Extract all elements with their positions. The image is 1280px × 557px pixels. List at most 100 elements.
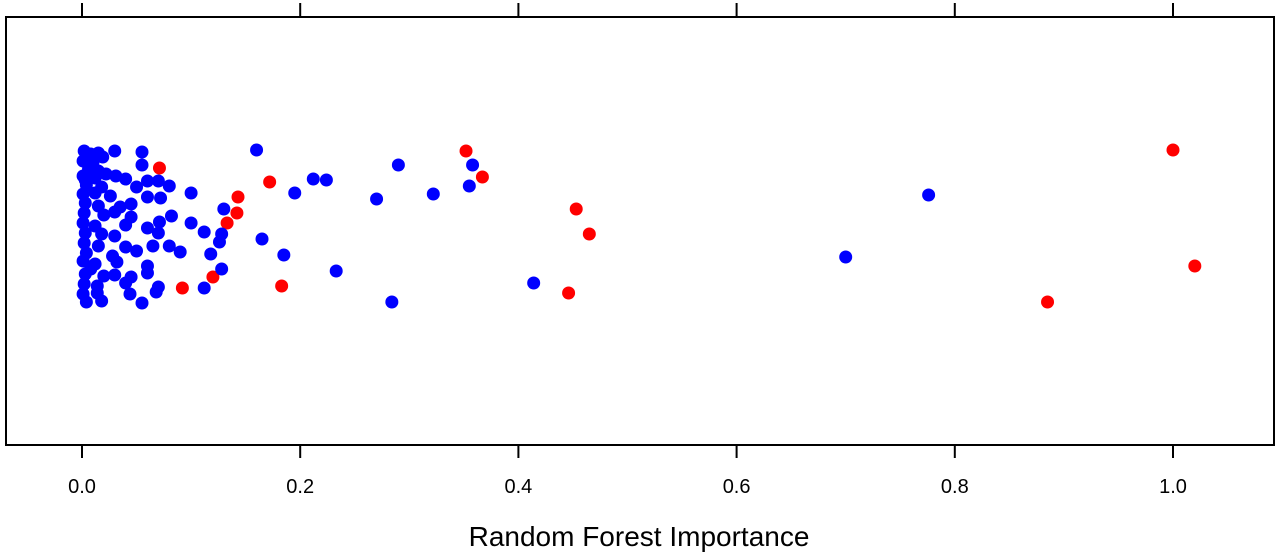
data-point <box>99 167 113 181</box>
data-point <box>462 179 476 193</box>
data-point <box>95 227 109 241</box>
x-tick-label: 0.6 <box>723 476 751 498</box>
data-point <box>130 180 144 194</box>
data-point <box>77 236 91 250</box>
data-point <box>215 262 229 276</box>
data-point <box>220 216 234 230</box>
data-point <box>426 187 440 201</box>
data-point <box>123 287 137 301</box>
data-point <box>184 186 198 200</box>
data-point <box>140 266 154 280</box>
data-point <box>459 144 473 158</box>
data-point <box>527 276 541 290</box>
data-point <box>475 170 489 184</box>
data-point <box>97 208 111 222</box>
data-point <box>119 276 133 290</box>
data-point <box>110 255 124 269</box>
data-point <box>151 174 165 188</box>
data-point <box>140 221 154 235</box>
top-axis-ticks <box>81 3 1174 17</box>
data-points <box>76 143 1202 310</box>
data-point <box>173 245 187 259</box>
x-tick-label: 0.4 <box>504 476 532 498</box>
data-point <box>149 285 163 299</box>
data-point <box>922 188 936 202</box>
x-axis-tick-labels: 0.0 0.2 0.4 0.6 0.8 1.0 <box>68 476 1187 498</box>
data-point <box>212 235 226 249</box>
data-point <box>108 229 122 243</box>
data-point <box>78 226 92 240</box>
data-point <box>119 172 133 186</box>
data-point <box>108 205 122 219</box>
data-point <box>288 186 302 200</box>
data-point <box>277 248 291 262</box>
data-point <box>140 190 154 204</box>
data-point <box>119 240 133 254</box>
data-point <box>569 202 583 216</box>
x-tick-label: 1.0 <box>1159 476 1187 498</box>
data-point <box>91 239 105 253</box>
data-point <box>76 216 90 230</box>
data-point <box>231 190 245 204</box>
plot-frame <box>5 16 1275 446</box>
data-point <box>466 158 480 172</box>
data-point <box>95 294 109 308</box>
data-point <box>88 186 102 200</box>
data-point <box>255 232 269 246</box>
data-point <box>146 239 160 253</box>
data-point <box>306 172 320 186</box>
data-point <box>108 144 122 158</box>
data-point <box>230 206 244 220</box>
x-tick-label: 0.8 <box>941 476 969 498</box>
data-point <box>839 250 853 264</box>
data-point <box>204 247 218 261</box>
x-axis-title: Random Forest Importance <box>469 521 810 552</box>
data-point <box>97 269 111 283</box>
data-point <box>582 227 596 241</box>
data-point <box>79 295 93 309</box>
data-point <box>152 215 166 229</box>
data-point <box>152 161 166 175</box>
data-point <box>151 226 165 240</box>
data-point <box>1188 259 1202 273</box>
data-point <box>1166 143 1180 157</box>
data-point <box>88 171 102 185</box>
bottom-axis-ticks <box>81 445 1174 458</box>
data-point <box>370 192 384 206</box>
data-point <box>124 197 138 211</box>
series-0 <box>152 143 1202 309</box>
data-point <box>164 209 178 223</box>
data-point <box>77 206 91 220</box>
data-point <box>197 225 211 239</box>
data-point <box>108 268 122 282</box>
data-point <box>217 202 231 216</box>
data-point <box>263 175 277 189</box>
data-point <box>96 150 110 164</box>
x-tick-label: 0.0 <box>68 476 96 498</box>
data-point <box>275 279 289 293</box>
data-point <box>119 218 133 232</box>
data-point <box>562 286 576 300</box>
data-point <box>140 174 154 188</box>
data-point <box>391 158 405 172</box>
data-point <box>175 281 189 295</box>
data-point <box>184 216 198 230</box>
data-point <box>84 262 98 276</box>
data-point <box>206 270 220 284</box>
data-point <box>319 173 333 187</box>
data-point <box>130 244 144 258</box>
data-point <box>162 239 176 253</box>
data-point <box>154 191 168 205</box>
data-point <box>329 264 343 278</box>
data-point <box>135 296 149 310</box>
data-point <box>197 281 211 295</box>
data-point <box>162 179 176 193</box>
data-point <box>1041 295 1055 309</box>
data-point <box>135 158 149 172</box>
x-tick-label: 0.2 <box>286 476 314 498</box>
series-1 <box>76 143 936 310</box>
data-point <box>135 145 149 159</box>
data-point <box>78 173 92 187</box>
data-point <box>103 189 117 203</box>
